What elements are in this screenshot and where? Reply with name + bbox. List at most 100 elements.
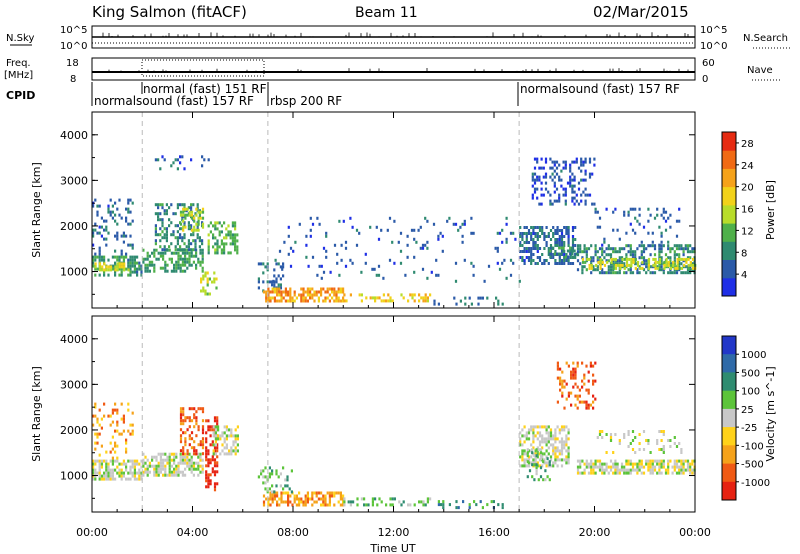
power-cell	[309, 287, 312, 291]
velocity-cell	[532, 437, 535, 441]
frequency-label-line1: Freq.	[6, 58, 31, 69]
power-cell	[640, 244, 643, 248]
power-cell	[521, 232, 524, 235]
power-cell	[553, 190, 556, 194]
velocity-cell	[209, 443, 212, 447]
power-cell	[459, 225, 462, 229]
power-cell	[163, 245, 166, 249]
power-cell	[606, 260, 609, 264]
power-cell	[470, 216, 473, 220]
velocity-cell	[120, 477, 123, 481]
power-cell	[567, 259, 570, 262]
power-cell	[287, 290, 290, 294]
velocity-cell	[300, 500, 303, 504]
velocity-cell	[541, 452, 544, 456]
power-cell	[170, 260, 173, 264]
velocity-cell	[532, 461, 535, 465]
power-cell	[155, 248, 158, 252]
velocity-cell	[131, 432, 134, 436]
velocity-cell	[542, 460, 545, 464]
velocity-cell	[262, 469, 265, 473]
velocity-cell	[331, 491, 334, 495]
power-cell	[107, 258, 110, 262]
velocity-cell	[662, 445, 665, 448]
power-cell	[519, 244, 522, 247]
power-cell	[335, 293, 338, 297]
xtick-label: 00:00	[679, 526, 711, 539]
power-cell	[534, 244, 537, 247]
velocity-cell	[554, 461, 557, 465]
velocity-cell	[181, 461, 184, 465]
power-cell	[566, 181, 570, 185]
velocity-cell	[286, 484, 289, 488]
power-cell	[176, 239, 179, 243]
power-cell	[519, 235, 522, 238]
power-cell	[127, 207, 130, 211]
power-cell	[260, 262, 263, 266]
power-cell	[92, 264, 95, 268]
power-cell	[597, 260, 600, 264]
power-cell	[553, 175, 556, 179]
power-cell	[131, 258, 134, 262]
power-cell	[623, 210, 626, 214]
power-cell	[562, 160, 565, 164]
power-cell	[289, 299, 292, 303]
power-cell	[280, 296, 283, 300]
power-cell	[652, 263, 655, 267]
power-cell	[565, 229, 568, 232]
velocity-cell	[217, 437, 220, 441]
power-cell	[116, 255, 119, 259]
power-cell	[575, 160, 578, 164]
velocity-cell	[184, 431, 187, 435]
power-cell	[640, 250, 643, 254]
velocity-cell	[585, 403, 588, 407]
velocity-cell	[177, 467, 180, 471]
power-cell	[190, 251, 193, 255]
power-cell	[284, 299, 287, 303]
velocity-cell	[197, 443, 200, 447]
velocity-cell	[111, 447, 114, 451]
power-cell	[129, 210, 132, 214]
power-cell	[532, 259, 535, 262]
velocity-cell	[232, 443, 235, 447]
velocity-cell	[131, 459, 134, 463]
velocity-cell	[667, 462, 670, 466]
power-cell	[555, 172, 559, 176]
velocity-cell	[539, 454, 543, 458]
power-cell	[187, 245, 190, 249]
power-cell	[153, 266, 156, 270]
power-cell	[554, 238, 557, 241]
power-cell	[300, 296, 303, 300]
power-cell	[605, 259, 608, 263]
power-cell	[641, 260, 644, 264]
power-cell	[202, 277, 205, 281]
power-cell	[426, 299, 429, 303]
power-cell	[281, 267, 284, 271]
velocity-cell	[527, 428, 531, 432]
power-cell	[154, 230, 157, 234]
power-cell	[184, 207, 187, 211]
velocity-cell	[640, 462, 643, 466]
velocity-cell	[133, 474, 136, 478]
power-cell	[649, 265, 652, 269]
power-cell	[179, 222, 183, 226]
velocity-cell	[684, 459, 687, 463]
power-cell	[176, 167, 179, 171]
power-cell	[452, 222, 455, 226]
power-colorbar-tick-label: 4	[741, 270, 747, 281]
power-cell	[569, 184, 572, 188]
velocity-cell	[209, 461, 212, 465]
power-cell	[161, 221, 164, 225]
power-cell	[343, 299, 346, 303]
power-cell	[262, 290, 266, 294]
velocity-cell	[649, 471, 652, 475]
power-cell	[609, 268, 613, 272]
velocity-cell	[184, 440, 187, 444]
power-cell	[571, 235, 575, 238]
power-cell	[183, 221, 186, 225]
power-cell	[201, 225, 205, 229]
power-cell	[177, 254, 180, 258]
power-cell	[573, 178, 576, 182]
search-noise-label: N.Search	[743, 33, 788, 44]
velocity-cell	[391, 503, 394, 507]
